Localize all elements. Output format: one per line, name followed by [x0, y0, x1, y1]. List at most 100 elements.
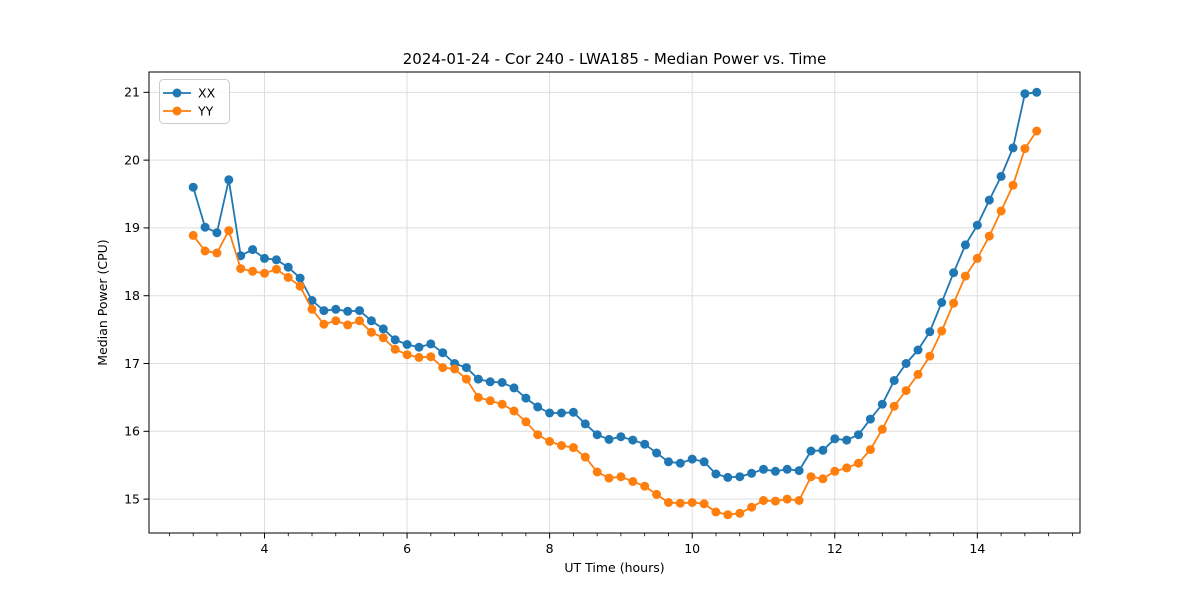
series-xx-data-point	[414, 342, 424, 352]
series-yy-data-point	[770, 496, 780, 506]
series-xx-data-point	[949, 268, 959, 278]
series-xx-data-point	[497, 378, 507, 387]
series-yy-data-point	[521, 417, 531, 427]
y-tick-label: 19	[124, 220, 140, 235]
series-xx-data-point	[854, 430, 863, 440]
series-xx-data-point	[913, 345, 923, 355]
series-yy-data-point	[283, 272, 293, 282]
series-xx-data-point	[794, 466, 804, 476]
series-layer	[188, 87, 1042, 520]
series-yy-data-point	[960, 271, 970, 281]
series-yy-data-point	[996, 206, 1006, 216]
series-xx-data-point	[224, 175, 234, 185]
series-xx-data-point	[1032, 87, 1042, 97]
series-xx-data-point	[711, 469, 721, 479]
series-xx-data-point	[806, 446, 816, 456]
series-yy-data-point	[533, 430, 543, 440]
series-yy-data-point	[414, 352, 424, 362]
series-yy-data-point	[818, 474, 828, 484]
series-yy-data-point	[1020, 144, 1030, 154]
series-xx-data-point	[378, 324, 388, 334]
y-tick-label: 20	[124, 152, 140, 167]
series-yy-data-point	[972, 253, 982, 263]
series-xx-data-point	[390, 335, 400, 345]
series-yy-data-point	[937, 326, 947, 336]
y-tick-label: 18	[124, 288, 140, 303]
series-xx-data-point	[485, 377, 495, 387]
series-xx-data-point	[343, 306, 353, 316]
series-xx-data-point	[212, 228, 222, 238]
series-yy-data-point	[913, 369, 923, 379]
series-xx-data-point	[438, 348, 448, 358]
series-yy-data-point	[675, 498, 685, 508]
series-xx-data-point	[937, 298, 947, 307]
series-xx-data-point	[557, 408, 566, 418]
series-xx-data-point	[865, 414, 875, 424]
y-tick-label: 16	[124, 424, 140, 439]
series-yy-data-point	[865, 445, 875, 455]
series-xx-data-point	[426, 339, 436, 349]
series-yy-data-point	[830, 466, 840, 476]
legend-yy-marker-icon	[172, 106, 182, 116]
grid-layer	[149, 72, 1080, 533]
series-yy-data-point	[735, 508, 745, 518]
series-yy-data-point	[307, 304, 317, 314]
series-yy-data-point	[616, 472, 626, 482]
series-yy-data-point	[390, 344, 400, 354]
series-yy-data-point	[925, 351, 935, 361]
series-yy-data-point	[568, 443, 578, 453]
y-tick-label: 21	[124, 85, 140, 100]
series-yy-data-point	[759, 496, 768, 505]
series-yy-data-point	[723, 510, 733, 520]
y-tick-label: 15	[124, 491, 140, 506]
series-yy-data-point	[854, 458, 863, 468]
series-xx-data-point	[640, 439, 650, 449]
series-xx-data-point	[1008, 143, 1018, 153]
series-yy-data-point	[188, 230, 198, 240]
series-xx-data-point	[355, 306, 364, 316]
series-xx-data-point	[331, 304, 341, 314]
series-xx-data-point	[592, 430, 602, 440]
series-yy-data-point	[794, 496, 804, 505]
series-xx-data-point	[984, 195, 994, 205]
series-xx-data-point	[770, 466, 780, 476]
series-xx-data-point	[830, 434, 840, 444]
series-xx-data-point	[319, 306, 329, 316]
y-tick-label: 17	[124, 356, 140, 371]
series-xx-data-point	[877, 399, 887, 409]
series-xx-data-point	[901, 359, 911, 368]
series-yy-data-point	[378, 333, 388, 343]
series-xx-data-point	[188, 182, 198, 192]
series-yy-data-point	[497, 399, 507, 409]
series-xx-data-point	[818, 445, 828, 455]
x-tick-label: 12	[827, 541, 843, 556]
tick-layer: 4 6 8 10 12 14 15 16 17 18 19 20 21	[124, 85, 1073, 556]
series-yy-data-point	[248, 266, 258, 276]
x-tick-label: 10	[684, 541, 700, 556]
series-xx-data-point	[521, 393, 531, 403]
legend-item-xx: XX	[163, 86, 216, 101]
series-yy-data-point	[557, 441, 566, 450]
series-yy-data-point	[580, 452, 590, 462]
series-yy-data-point	[592, 467, 602, 477]
x-axis-label: UT Time (hours)	[564, 560, 664, 575]
series-yy-data-point	[438, 363, 448, 373]
series-yy-data-point	[509, 406, 519, 416]
series-yy-data-point	[806, 472, 816, 482]
series-yy-data-point	[545, 437, 555, 446]
series-yy-data-point	[687, 498, 697, 507]
series-yy-data-point	[355, 316, 364, 326]
series-xx-data-point	[782, 464, 792, 474]
series-yy-data-point	[1008, 180, 1018, 190]
series-xx-data-point	[996, 171, 1006, 181]
series-yy-data-point	[343, 320, 353, 330]
x-tick-label: 4	[261, 541, 269, 556]
series-xx-data-point	[628, 435, 638, 445]
series-xx-data-point	[568, 407, 578, 417]
legend-label-xx: XX	[198, 86, 216, 101]
series-xx-data-point	[604, 434, 614, 444]
series-xx-data-point	[687, 454, 697, 464]
legend-label-yy: YY	[197, 104, 214, 119]
series-xx-data-point	[260, 253, 269, 263]
